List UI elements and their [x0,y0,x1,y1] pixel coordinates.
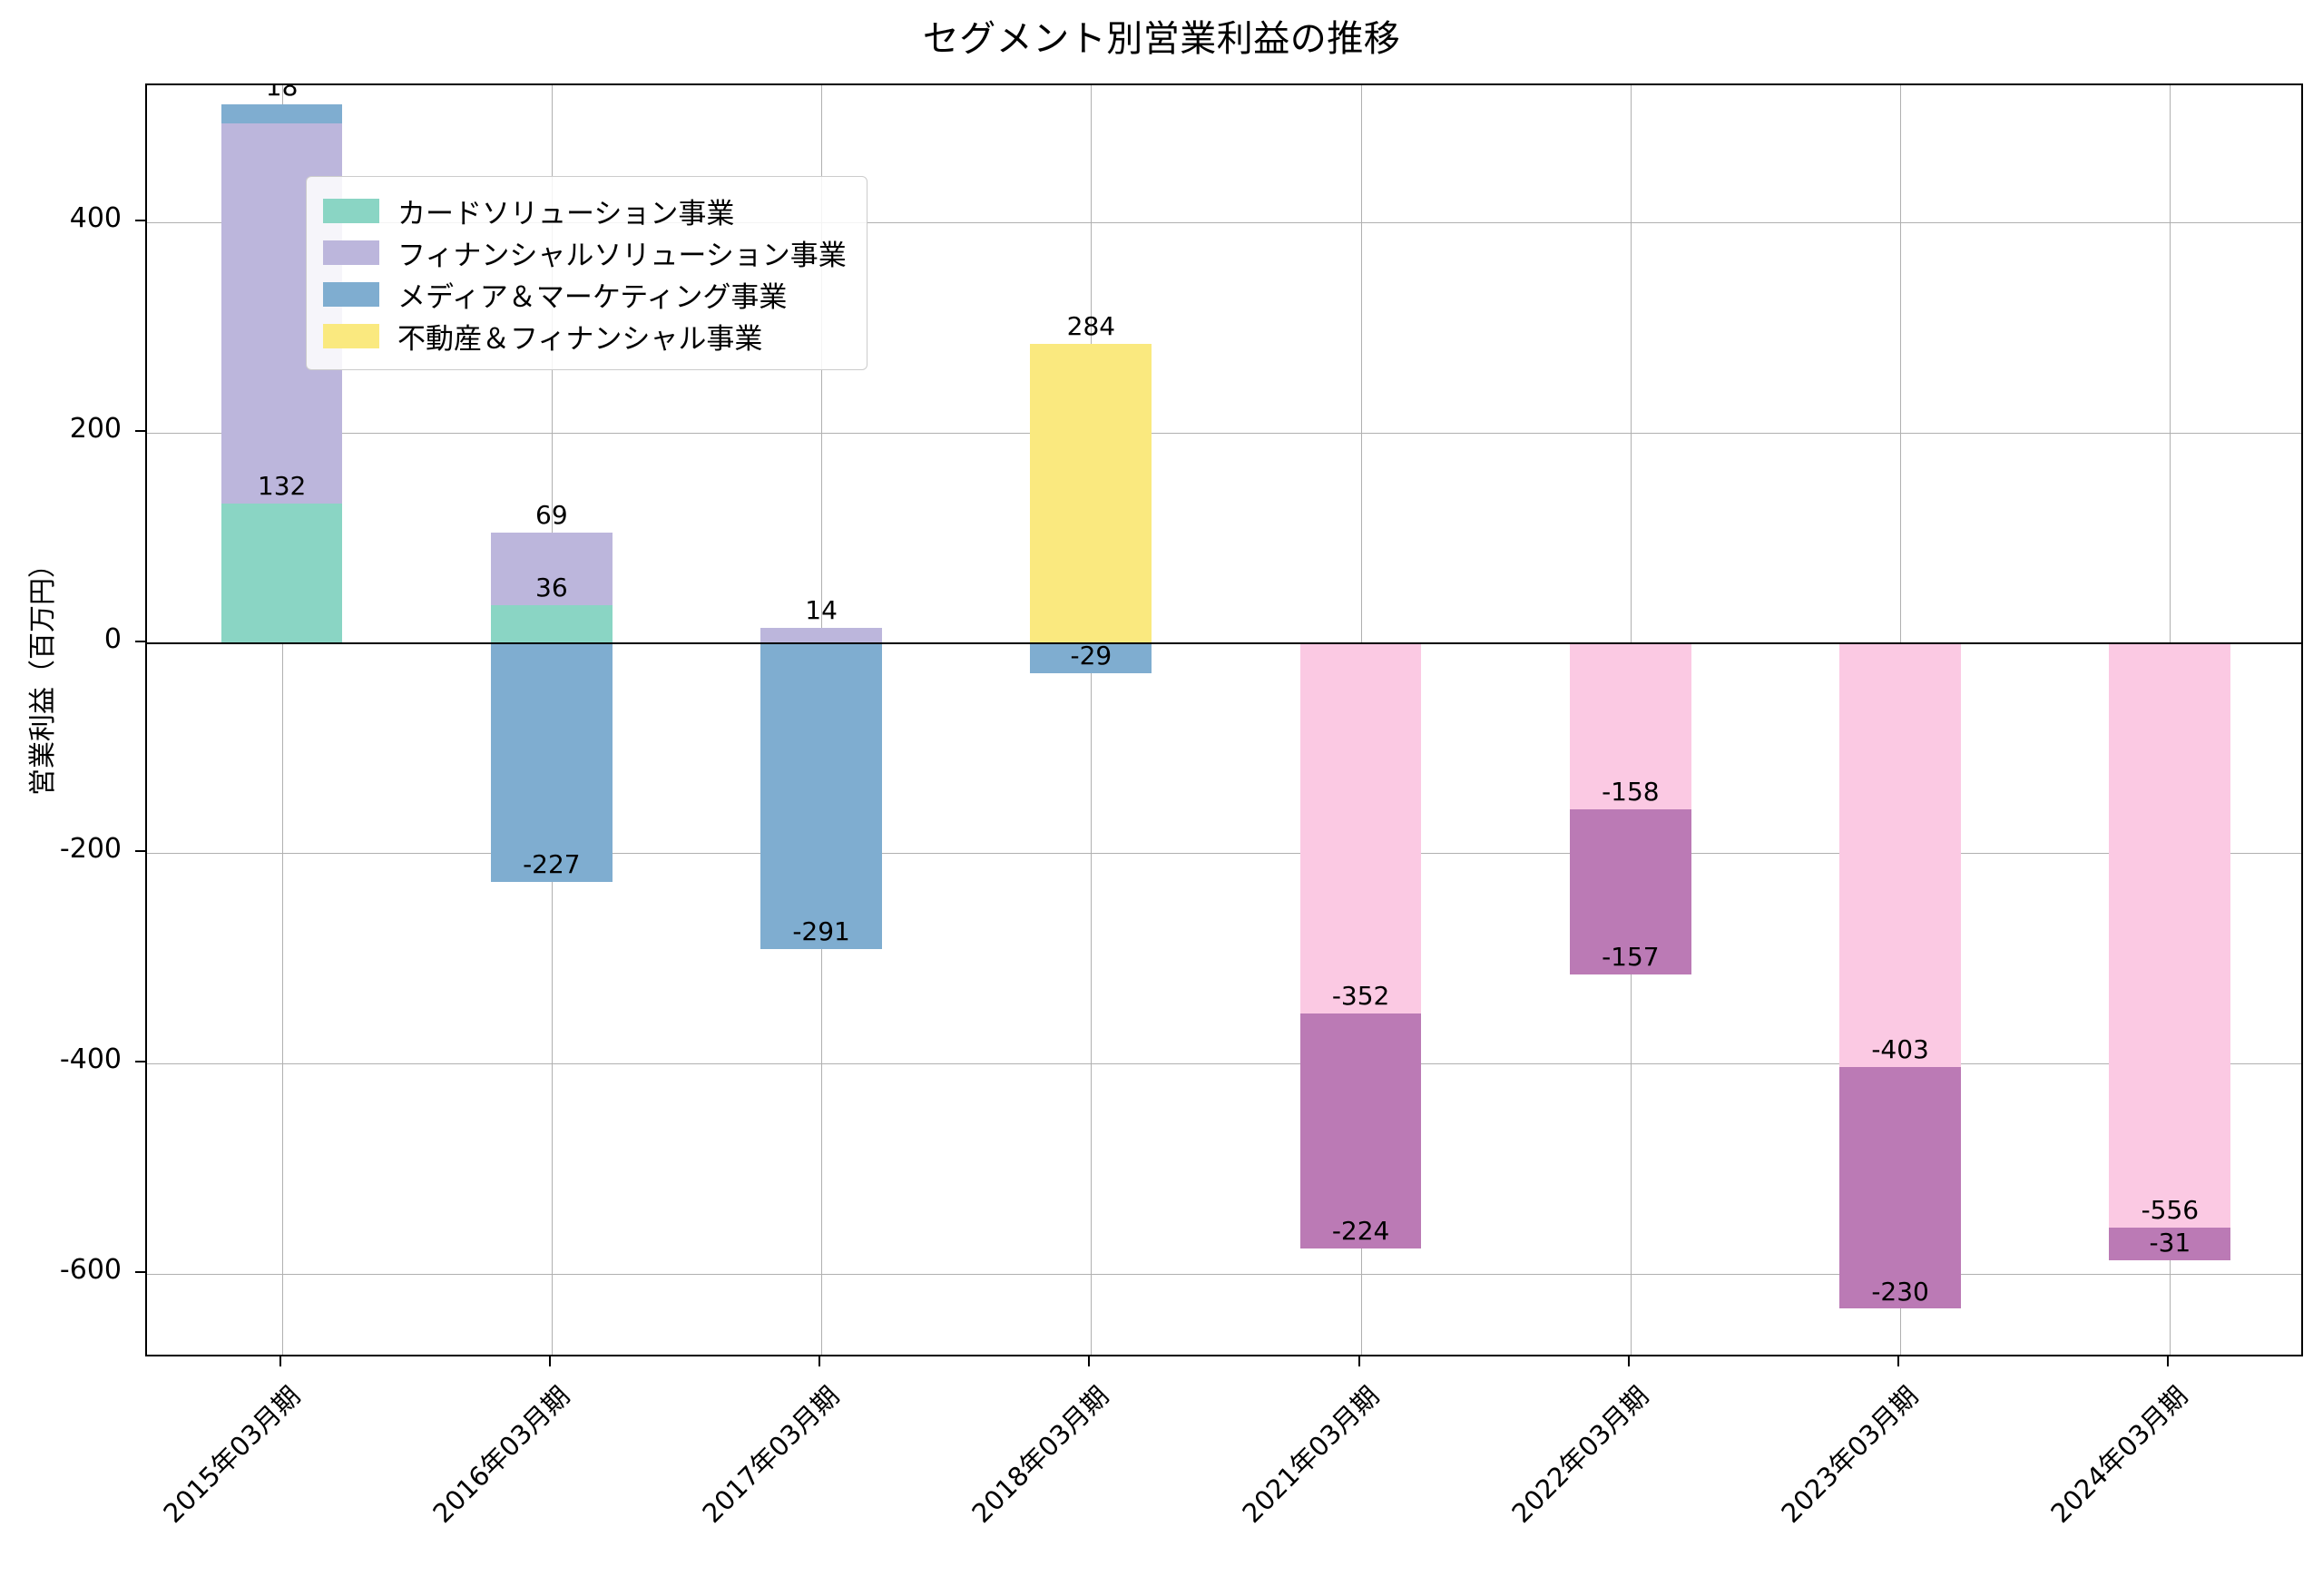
y-tick-label: 200 [69,412,122,445]
bar-segment [1569,808,1691,974]
zero-axis-line [147,641,2301,644]
legend-item[interactable]: カードソリューション事業 [323,190,847,231]
bar-segment [1030,344,1152,643]
x-tick-mark [1897,1356,1900,1366]
chart-legend[interactable]: カードソリューション事業フィナンシャルソリューション事業 メディア＆マーケティング… [306,176,867,370]
legend-swatch-icon [323,323,379,348]
legend-swatch-icon [323,281,379,307]
y-tick-mark [135,1271,145,1274]
x-tick-mark [1358,1356,1360,1366]
x-tick-mark [1627,1356,1630,1366]
y-tick-mark [135,429,145,432]
x-tick-mark [2167,1356,2170,1366]
bar-segment [1030,642,1152,674]
horizontal-gridline [147,853,2301,855]
x-tick-mark [279,1356,281,1366]
legend-item-label: フィナンシャルソリューション事業 [397,239,847,272]
bar-segment [2109,642,2231,1229]
y-tick-label: -400 [59,1043,122,1076]
x-tick-mark [548,1356,551,1366]
bar-segment [1569,642,1691,809]
bar-segment [1299,1013,1422,1249]
y-tick-mark [135,219,145,221]
bar-segment [490,604,613,643]
bar-segment [490,532,613,605]
legend-item-label: メディア＆マーケティング事業 [397,280,788,314]
x-tick-label: 2018年03月期 [965,1380,1115,1530]
bar-segment [490,642,613,882]
horizontal-gridline [147,432,2301,434]
x-tick-label: 2017年03月期 [696,1380,846,1530]
legend-item-label: カードソリューション事業 [397,197,735,230]
vertical-gridline [1091,85,1093,1355]
vertical-gridline [281,85,283,1355]
x-tick-label: 2022年03月期 [1505,1380,1655,1530]
bar-segment [760,642,882,949]
plot-area: 18 132 69 36 -227 14 -291 284 -29 -352 -224 -158 -15… [145,83,2303,1356]
y-tick-label: -600 [59,1254,122,1287]
bar-segment [1839,1066,1961,1309]
bar-segment [1839,642,1961,1067]
page-title: セグメント別営業利益の推移 [922,18,1401,60]
bar-segment [2109,1228,2231,1261]
bar-segment [221,504,343,643]
x-tick-label: 2016年03月期 [426,1380,576,1530]
horizontal-gridline [147,221,2301,223]
x-tick-mark [818,1356,821,1366]
legend-item[interactable]: メディア＆マーケティング事業 [323,273,847,315]
x-tick-label: 2021年03月期 [1236,1380,1385,1530]
legend-swatch-icon [323,198,379,223]
bar-segment [1299,642,1422,1013]
legend-item[interactable]: フィナンシャルソリューション事業 [323,231,847,273]
x-tick-label: 2024年03月期 [2044,1380,2194,1530]
legend-swatch-icon [323,240,379,265]
y-tick-mark [135,1061,145,1063]
chart-figure: セグメント別営業利益の推移 営業利益（百万円） 400 200 0 -200 -400-… [27,18,2303,1529]
bar-segment [221,103,343,123]
x-tick-mark [1088,1356,1091,1366]
y-tick-mark [135,640,145,642]
horizontal-gridline [147,1063,2301,1065]
y-tick-mark [135,850,145,853]
x-tick-label: 2023年03月期 [1775,1380,1925,1530]
bar-segment [760,628,882,643]
legend-item[interactable]: 不動産＆フィナンシャル事業 [323,315,847,357]
y-tick-label: 0 [103,622,122,655]
y-tick-label: -200 [59,833,122,866]
y-tick-label: 400 [69,201,122,234]
x-tick-label: 2015年03月期 [157,1380,306,1530]
legend-item-label: 不動産＆フィナンシャル事業 [397,322,763,356]
horizontal-gridline [147,1274,2301,1276]
